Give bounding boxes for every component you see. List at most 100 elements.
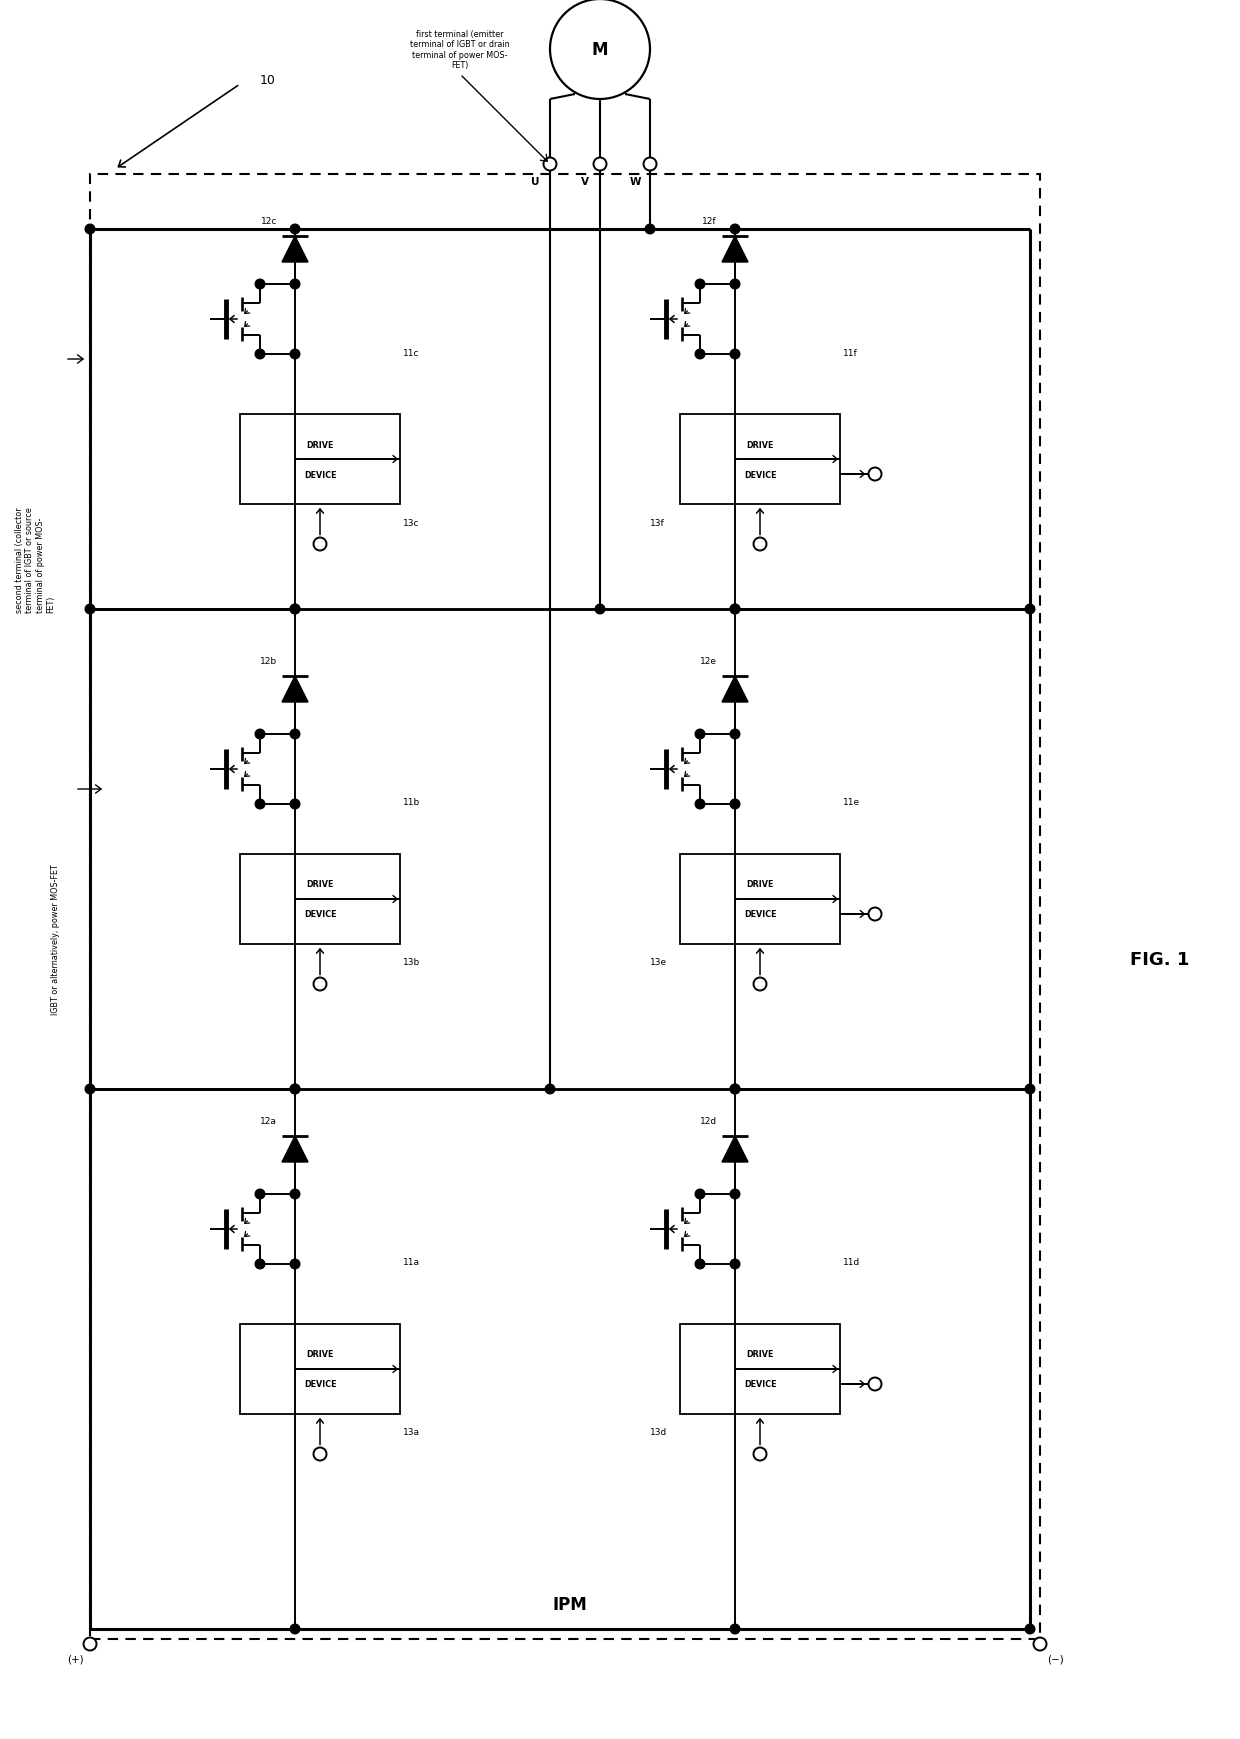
Circle shape bbox=[645, 224, 655, 235]
Text: 12f: 12f bbox=[702, 217, 717, 226]
Circle shape bbox=[255, 1259, 265, 1269]
Circle shape bbox=[730, 1085, 740, 1094]
Circle shape bbox=[314, 977, 326, 991]
Polygon shape bbox=[281, 676, 308, 703]
Circle shape bbox=[551, 0, 650, 99]
Text: first terminal (emitter
terminal of IGBT or drain
terminal of power MOS-
FET): first terminal (emitter terminal of IGBT… bbox=[410, 30, 510, 70]
Polygon shape bbox=[281, 237, 308, 263]
Bar bbox=[241, 416, 401, 504]
Text: DEVICE: DEVICE bbox=[304, 470, 336, 480]
Text: 12b: 12b bbox=[260, 657, 277, 666]
Text: 11a: 11a bbox=[403, 1257, 420, 1266]
Text: 13c: 13c bbox=[403, 518, 419, 527]
Circle shape bbox=[290, 1624, 300, 1635]
Text: DEVICE: DEVICE bbox=[304, 909, 336, 918]
Circle shape bbox=[543, 158, 557, 172]
Polygon shape bbox=[722, 676, 748, 703]
Circle shape bbox=[255, 800, 265, 809]
Circle shape bbox=[314, 1447, 326, 1461]
Circle shape bbox=[754, 537, 766, 551]
Circle shape bbox=[696, 1259, 704, 1269]
Circle shape bbox=[696, 800, 704, 809]
Text: (−): (−) bbox=[1047, 1654, 1064, 1664]
Circle shape bbox=[730, 1189, 740, 1200]
Circle shape bbox=[644, 158, 656, 172]
Circle shape bbox=[83, 1638, 97, 1650]
Text: 13f: 13f bbox=[650, 518, 665, 527]
Circle shape bbox=[730, 224, 740, 235]
Circle shape bbox=[86, 1085, 94, 1094]
Circle shape bbox=[290, 605, 300, 614]
Circle shape bbox=[290, 280, 300, 290]
Text: 11b: 11b bbox=[403, 798, 420, 807]
Text: 13a: 13a bbox=[403, 1428, 420, 1436]
Text: DRIVE: DRIVE bbox=[746, 1349, 774, 1358]
Polygon shape bbox=[722, 237, 748, 263]
Circle shape bbox=[730, 280, 740, 290]
Text: FIG. 1: FIG. 1 bbox=[1131, 951, 1189, 969]
Text: 11f: 11f bbox=[843, 348, 858, 356]
Circle shape bbox=[730, 800, 740, 809]
Text: DRIVE: DRIVE bbox=[306, 1349, 334, 1358]
Text: 12c: 12c bbox=[260, 217, 277, 226]
Text: 13b: 13b bbox=[403, 958, 420, 967]
Bar bbox=[91, 176, 1040, 1640]
Text: DEVICE: DEVICE bbox=[304, 1379, 336, 1389]
Circle shape bbox=[255, 350, 265, 360]
Bar bbox=[680, 1323, 839, 1414]
Circle shape bbox=[696, 730, 704, 739]
Circle shape bbox=[730, 605, 740, 614]
Polygon shape bbox=[722, 1136, 748, 1162]
Bar bbox=[241, 854, 401, 944]
Circle shape bbox=[255, 1189, 265, 1200]
Circle shape bbox=[290, 605, 300, 614]
Circle shape bbox=[290, 224, 300, 235]
Circle shape bbox=[696, 1189, 704, 1200]
Circle shape bbox=[86, 605, 94, 614]
Text: 11c: 11c bbox=[403, 348, 419, 356]
Polygon shape bbox=[281, 1136, 308, 1162]
Text: W: W bbox=[629, 177, 641, 186]
Circle shape bbox=[255, 280, 265, 290]
Circle shape bbox=[754, 1447, 766, 1461]
Circle shape bbox=[594, 158, 606, 172]
Circle shape bbox=[730, 1624, 740, 1635]
Circle shape bbox=[314, 537, 326, 551]
Text: DRIVE: DRIVE bbox=[306, 440, 334, 449]
Text: DEVICE: DEVICE bbox=[744, 909, 776, 918]
Text: DEVICE: DEVICE bbox=[744, 1379, 776, 1389]
Circle shape bbox=[1025, 1085, 1035, 1094]
Circle shape bbox=[86, 224, 94, 235]
Circle shape bbox=[730, 730, 740, 739]
Text: DRIVE: DRIVE bbox=[746, 880, 774, 889]
Circle shape bbox=[868, 468, 882, 482]
Text: 11e: 11e bbox=[843, 798, 861, 807]
Circle shape bbox=[290, 1085, 300, 1094]
Circle shape bbox=[730, 1085, 740, 1094]
Text: DRIVE: DRIVE bbox=[306, 880, 334, 889]
Text: 12d: 12d bbox=[699, 1116, 717, 1125]
Circle shape bbox=[754, 977, 766, 991]
Circle shape bbox=[595, 605, 605, 614]
Bar bbox=[241, 1323, 401, 1414]
Text: 10: 10 bbox=[260, 73, 275, 87]
Text: second terminal (collector
terminal of IGBT or source
terminal of power MOS-
FET: second terminal (collector terminal of I… bbox=[15, 506, 56, 612]
Circle shape bbox=[290, 730, 300, 739]
Circle shape bbox=[290, 800, 300, 809]
Text: IPM: IPM bbox=[553, 1595, 588, 1614]
Text: 13e: 13e bbox=[650, 958, 667, 967]
Circle shape bbox=[546, 1085, 554, 1094]
Circle shape bbox=[290, 1259, 300, 1269]
Circle shape bbox=[290, 1189, 300, 1200]
Text: 11d: 11d bbox=[843, 1257, 861, 1266]
Text: V: V bbox=[582, 177, 589, 186]
Circle shape bbox=[696, 350, 704, 360]
Text: 12e: 12e bbox=[701, 657, 717, 666]
Circle shape bbox=[730, 1259, 740, 1269]
Text: DEVICE: DEVICE bbox=[744, 470, 776, 480]
Text: DRIVE: DRIVE bbox=[746, 440, 774, 449]
Circle shape bbox=[868, 1377, 882, 1391]
Text: (+): (+) bbox=[67, 1654, 83, 1664]
Circle shape bbox=[730, 605, 740, 614]
Circle shape bbox=[730, 350, 740, 360]
